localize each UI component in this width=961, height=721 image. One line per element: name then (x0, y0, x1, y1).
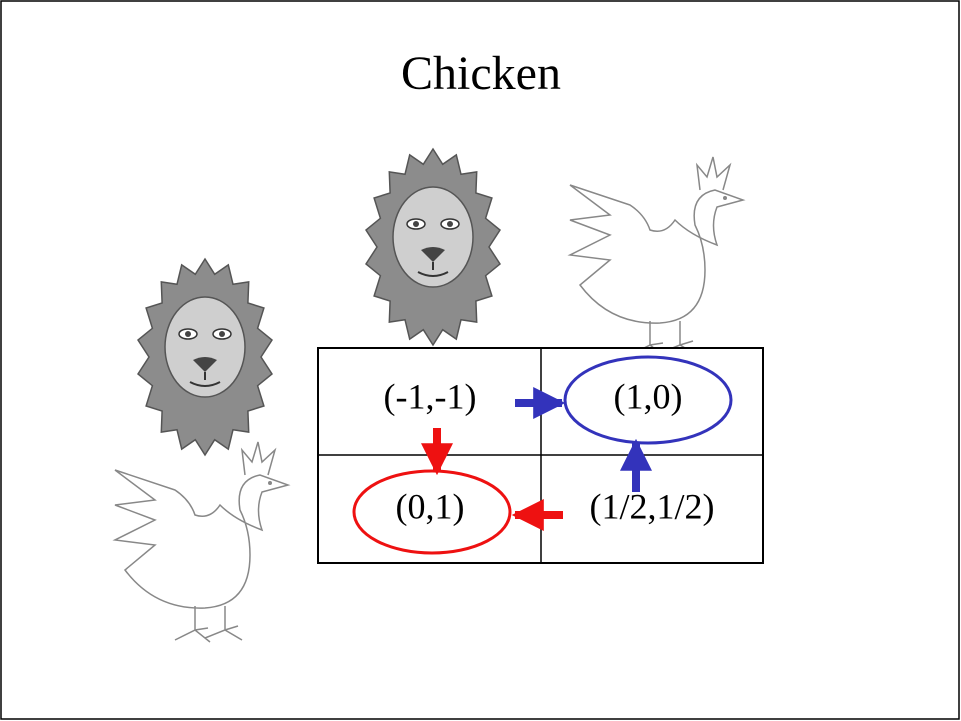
payoff-table: (-1,-1) (1,0) (0,1) (1/2,1/2) (317, 347, 764, 564)
table-cell: (-1,-1) (384, 376, 477, 416)
table-cell: (1/2,1/2) (590, 486, 715, 526)
table-cell: (0,1) (396, 486, 465, 526)
slide-title: Chicken (401, 47, 561, 100)
table-cell: (1,0) (614, 376, 683, 416)
